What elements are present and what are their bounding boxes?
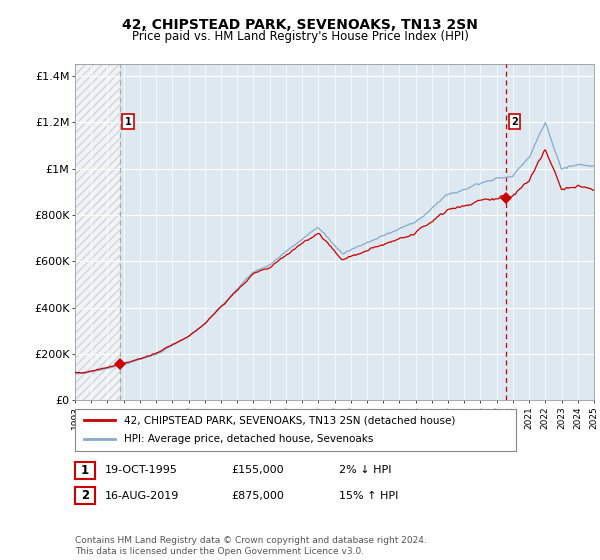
Text: 19-OCT-1995: 19-OCT-1995 [105, 465, 178, 475]
Text: £155,000: £155,000 [231, 465, 284, 475]
Text: £875,000: £875,000 [231, 491, 284, 501]
Text: 1: 1 [124, 116, 131, 127]
Text: 16-AUG-2019: 16-AUG-2019 [105, 491, 179, 501]
Text: 1: 1 [81, 464, 89, 477]
Text: Contains HM Land Registry data © Crown copyright and database right 2024.
This d: Contains HM Land Registry data © Crown c… [75, 536, 427, 556]
Bar [75, 64, 119, 400]
Text: 42, CHIPSTEAD PARK, SEVENOAKS, TN13 2SN: 42, CHIPSTEAD PARK, SEVENOAKS, TN13 2SN [122, 18, 478, 32]
Text: 15% ↑ HPI: 15% ↑ HPI [339, 491, 398, 501]
Text: 2: 2 [81, 489, 89, 502]
Text: HPI: Average price, detached house, Sevenoaks: HPI: Average price, detached house, Seve… [124, 435, 373, 445]
Text: 42, CHIPSTEAD PARK, SEVENOAKS, TN13 2SN (detached house): 42, CHIPSTEAD PARK, SEVENOAKS, TN13 2SN … [124, 415, 455, 425]
Text: 2% ↓ HPI: 2% ↓ HPI [339, 465, 391, 475]
Text: Price paid vs. HM Land Registry's House Price Index (HPI): Price paid vs. HM Land Registry's House … [131, 30, 469, 43]
Text: 2: 2 [511, 116, 518, 127]
